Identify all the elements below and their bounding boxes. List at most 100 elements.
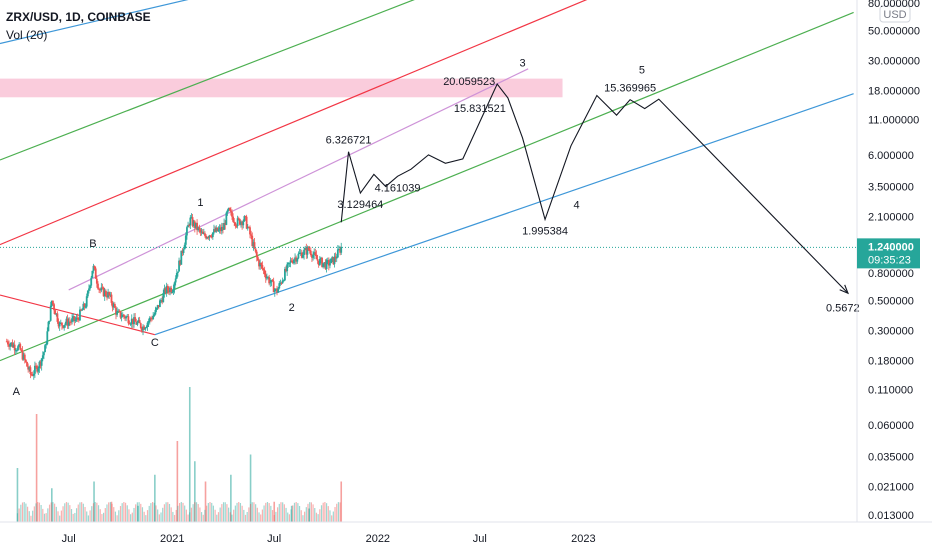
candle-body	[36, 366, 39, 372]
candle-body	[91, 270, 94, 278]
candle-body	[255, 251, 258, 258]
candle-body	[117, 310, 120, 312]
volume-bar	[327, 506, 329, 522]
candle-body	[320, 257, 322, 260]
volume-bar	[189, 512, 191, 522]
volume-bar	[106, 504, 108, 522]
candle-body	[200, 231, 203, 233]
candle-body	[154, 309, 157, 315]
candle-body	[229, 210, 232, 212]
candle-body	[246, 227, 249, 229]
candle-body	[119, 311, 122, 318]
candle-body	[304, 247, 307, 250]
volume-bar	[175, 509, 177, 522]
volume-bar	[256, 507, 258, 522]
price-tick-label: 0.500000	[868, 296, 914, 308]
price-level-label: 3.129464	[337, 199, 383, 211]
volume-bar	[243, 509, 245, 522]
candle-body	[192, 221, 195, 226]
volume-bar	[82, 503, 84, 522]
volume-bar	[305, 507, 307, 522]
wave-label: A	[13, 386, 21, 398]
wave-label: B	[89, 238, 96, 250]
price-level-label: 4.161039	[375, 182, 421, 194]
volume-bar	[190, 507, 193, 522]
candle-body	[107, 292, 110, 298]
volume-bar	[233, 509, 235, 522]
volume-bar	[16, 468, 19, 522]
volume-bar	[48, 504, 51, 522]
volume-indicator-label[interactable]: Vol (20)	[6, 28, 48, 42]
volume-bar	[278, 503, 280, 522]
channel-line-red	[0, 0, 588, 246]
candle-body	[269, 282, 272, 284]
volume-bar	[200, 512, 203, 522]
volume-bar	[230, 474, 232, 522]
candle-body	[226, 210, 229, 213]
candle-body	[286, 264, 289, 272]
volume-bar	[282, 502, 284, 522]
volume-bar	[64, 503, 66, 522]
price-tick-label: 0.021000	[868, 482, 914, 494]
volume-bar	[184, 505, 186, 522]
candle-body	[339, 249, 341, 253]
volume-bar	[207, 502, 209, 522]
volume-bar	[217, 512, 220, 522]
volume-bar	[26, 506, 29, 522]
candle-body	[79, 309, 81, 321]
time-tick-label: Jul	[62, 533, 76, 545]
volume-bar	[319, 509, 321, 522]
chart-legend: ZRX/USD, 1D, COINBASE Vol (20)	[6, 8, 151, 44]
candle-body	[104, 290, 107, 296]
candle-body	[312, 254, 314, 258]
volume-bar	[276, 507, 279, 522]
volume-bar	[206, 505, 208, 522]
volume-bar	[170, 507, 172, 522]
candle-body	[306, 247, 309, 255]
candle-body	[48, 320, 51, 322]
candle-body	[318, 259, 321, 266]
candle-body	[329, 263, 331, 266]
candle-body	[323, 262, 326, 264]
volume-bar	[75, 508, 78, 522]
candle-body	[161, 300, 164, 303]
volume-bar	[79, 502, 81, 522]
candle-body	[98, 288, 101, 290]
candle-body	[32, 373, 35, 376]
volume-bar	[222, 502, 225, 522]
symbol-label[interactable]: ZRX/USD, 1D, COINBASE	[6, 10, 151, 24]
candle-body	[260, 262, 263, 265]
volume-bar	[253, 502, 255, 522]
candle-body	[30, 374, 33, 376]
candle-body	[313, 252, 316, 255]
volume-bar	[91, 506, 93, 522]
candle-body	[110, 294, 113, 303]
candle-body	[139, 323, 142, 328]
volume-bar	[329, 510, 331, 522]
wave-label: 1	[197, 197, 203, 209]
candle-body	[82, 303, 85, 310]
candle-body	[184, 235, 187, 245]
candle-body	[122, 314, 125, 317]
volume-bar	[35, 414, 38, 522]
volume-bar	[148, 505, 150, 522]
price-level-label: 1.995384	[522, 225, 568, 237]
candle-body	[166, 285, 169, 291]
candle-body	[327, 260, 330, 266]
volume-bar	[72, 513, 74, 522]
candle-body	[136, 322, 139, 325]
candle-body	[311, 255, 313, 258]
volume-bar	[302, 515, 304, 522]
currency-button[interactable]	[879, 5, 911, 23]
candle-body	[251, 235, 254, 247]
candle-body	[263, 269, 266, 275]
candle-body	[206, 237, 209, 239]
volume-bar	[89, 510, 91, 522]
volume-bar	[176, 441, 179, 522]
channel-line-blue-upper	[0, 0, 189, 45]
candle-body	[281, 280, 284, 284]
candle-body	[331, 257, 334, 259]
volume-bar	[121, 503, 123, 522]
candle-body	[279, 282, 282, 284]
